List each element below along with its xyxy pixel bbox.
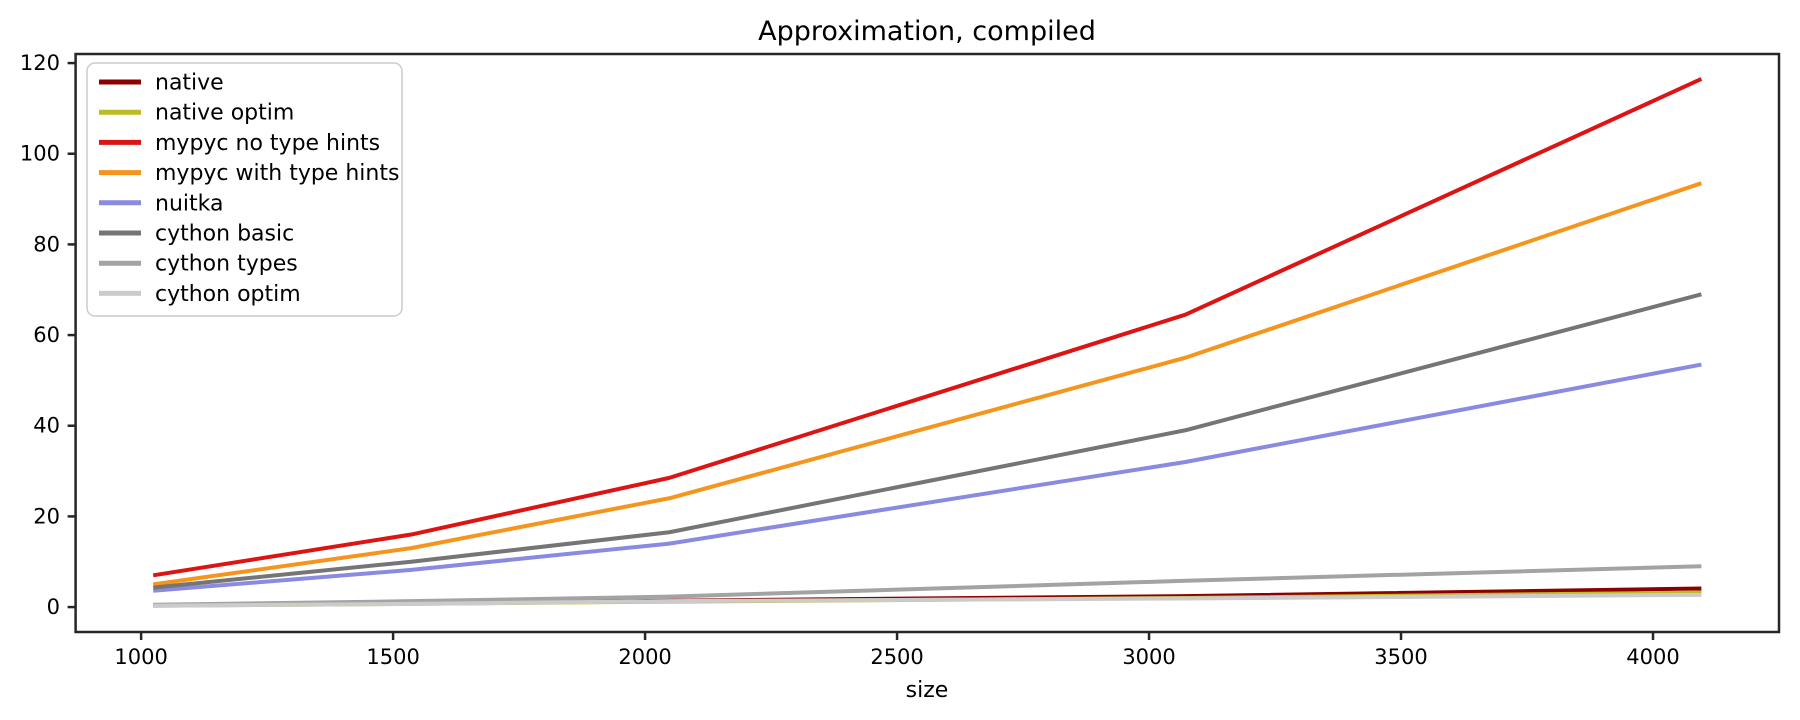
x-tick-label: 1000 xyxy=(114,645,167,669)
legend-label: cython optim xyxy=(155,282,301,307)
x-tick-label: 2000 xyxy=(618,645,671,669)
data-series xyxy=(152,77,1703,608)
x-tick-label: 3500 xyxy=(1374,645,1427,669)
legend-label: mypyc with type hints xyxy=(155,161,399,186)
legend-label: native xyxy=(155,71,224,96)
y-tick-label: 80 xyxy=(33,232,60,256)
series-line-cython-types xyxy=(153,564,1702,607)
chart-title: Approximation, compiled xyxy=(758,16,1096,47)
legend-label: cython types xyxy=(155,252,298,277)
y-tick-label: 20 xyxy=(33,504,60,528)
x-tick-label: 4000 xyxy=(1626,645,1679,669)
series-line-nuitka xyxy=(153,362,1702,593)
legend-label: mypyc no type hints xyxy=(155,131,380,156)
x-tick-label: 3000 xyxy=(1122,645,1175,669)
legend-box xyxy=(86,62,403,317)
series-line-cython-optim xyxy=(153,592,1702,608)
legend-label: cython basic xyxy=(155,222,294,247)
y-tick-label: 100 xyxy=(20,142,60,166)
y-tick-label: 120 xyxy=(20,51,60,75)
y-tick-label: 60 xyxy=(33,323,60,347)
x-axis-label: size xyxy=(906,678,949,703)
axis-ticks: 1000 1500 2000 2500 3000 3500 4000 0 20 40 60 80 100… xyxy=(20,51,1680,669)
series-line-cython-basic xyxy=(153,292,1702,590)
x-tick-label: 2500 xyxy=(870,645,923,669)
plot-spines xyxy=(74,52,1781,634)
legend: native native optim mypyc no type hints myp… xyxy=(86,62,403,317)
legend-label: nuitka xyxy=(155,191,223,216)
series-line-mypyc-with-type-hints xyxy=(152,181,1703,587)
series-line-mypyc-no-type-hints xyxy=(152,77,1703,578)
x-tick-label: 1500 xyxy=(366,645,419,669)
legend-label: native optim xyxy=(155,101,294,126)
y-tick-label: 0 xyxy=(47,595,60,619)
y-tick-label: 40 xyxy=(33,414,60,438)
